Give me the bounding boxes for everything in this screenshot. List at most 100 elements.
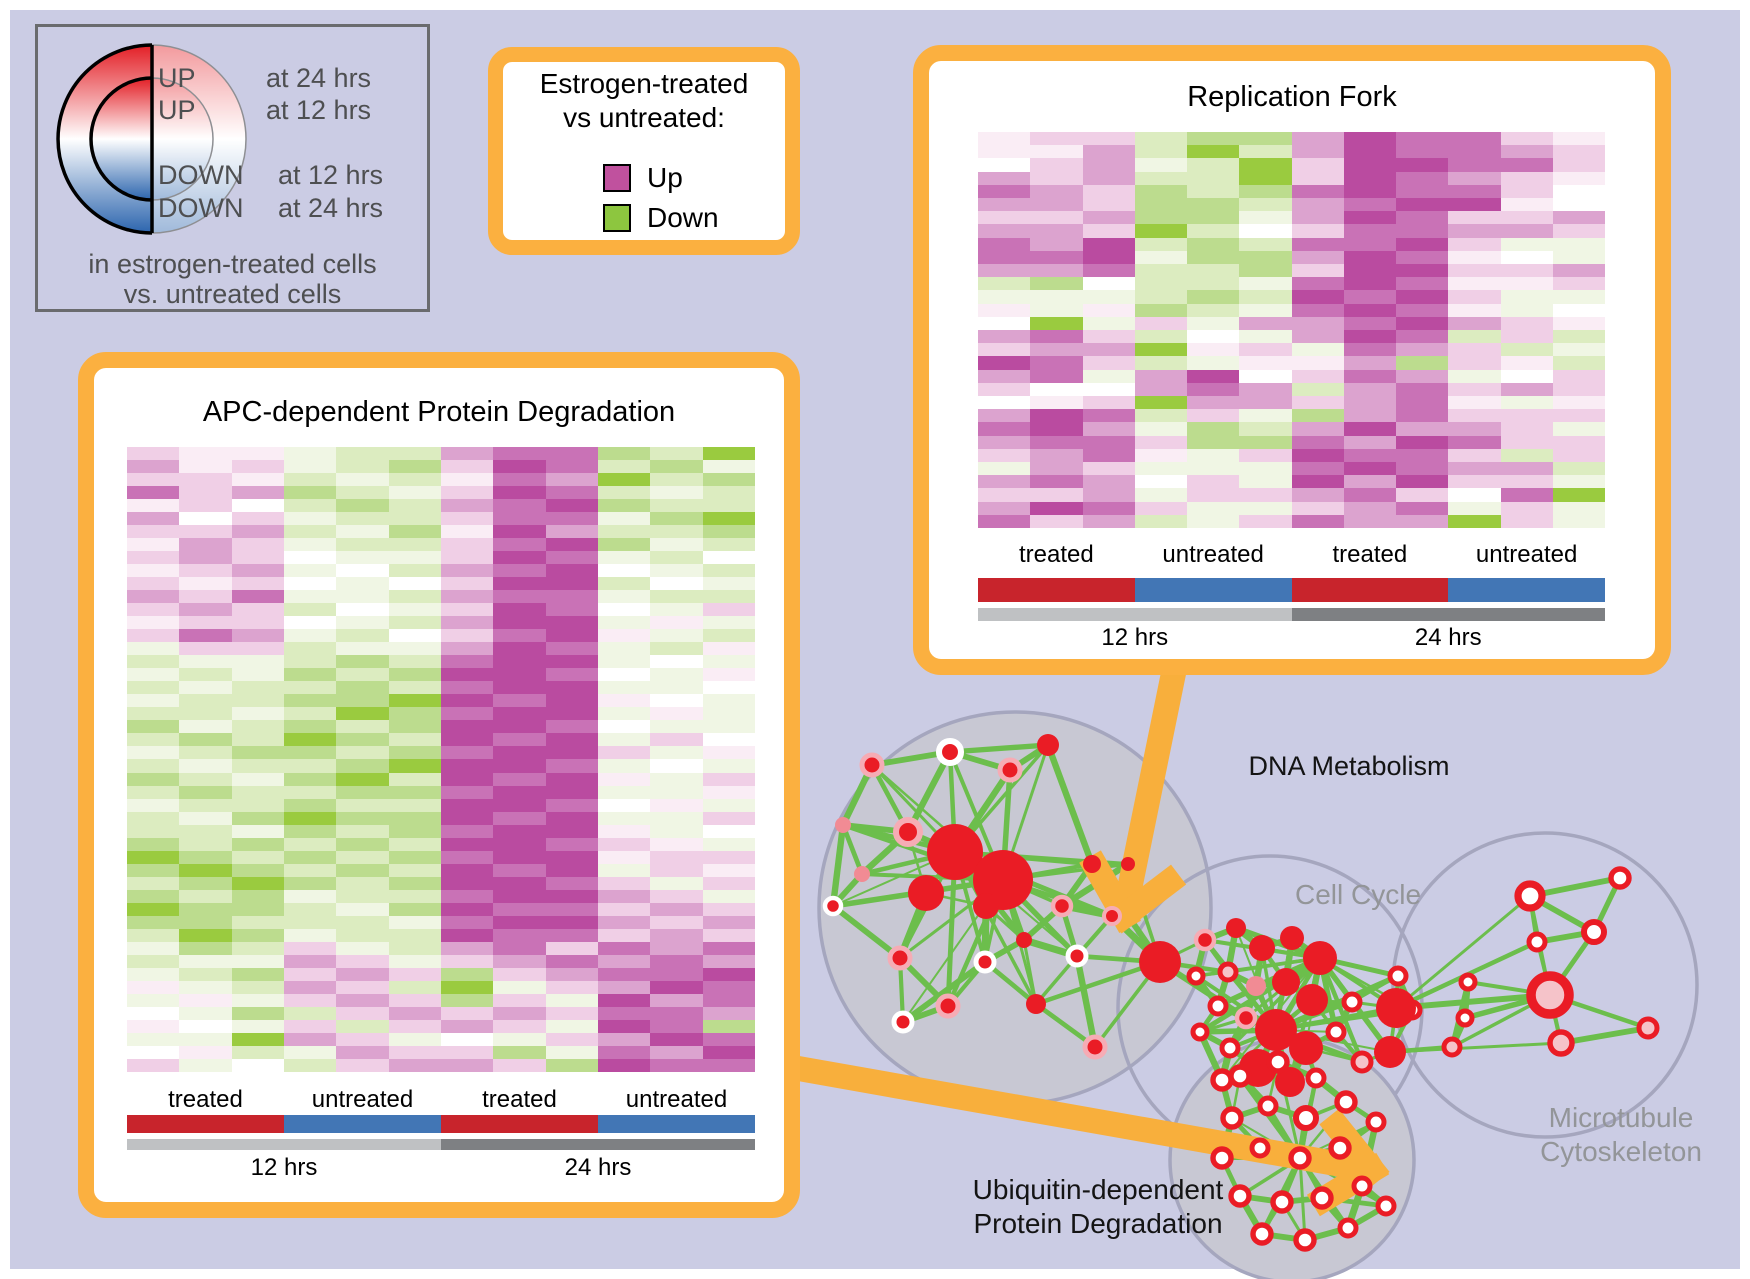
- heatmap-cell: [1291, 145, 1344, 159]
- heatmap-cell: [597, 512, 651, 526]
- heatmap-cell: [978, 488, 1031, 502]
- heatmap-cell: [1396, 382, 1449, 396]
- heatmap-cell: [1082, 435, 1135, 449]
- heatmap-cell: [597, 590, 651, 604]
- heatmap-cell: [231, 642, 284, 656]
- heatmap-cell: [1187, 303, 1240, 317]
- heatmap-cell: [1500, 237, 1553, 251]
- heatmap-cell: [127, 837, 180, 851]
- network-edge: [829, 824, 847, 907]
- heatmap-cell: [1396, 224, 1449, 238]
- heatmap-cell: [388, 993, 441, 1007]
- network-edge: [831, 903, 902, 961]
- heatmap-cell: [1291, 224, 1344, 238]
- heatmap-cell: [702, 980, 755, 994]
- heatmap-cell: [597, 629, 651, 643]
- heatmap-cell: [1396, 514, 1449, 528]
- heatmap-cell: [336, 668, 389, 682]
- heatmap-cell: [1291, 382, 1344, 396]
- heatmap-cell: [597, 681, 651, 695]
- heatmap-cell: [1396, 501, 1449, 515]
- heatmap-cell: [493, 1006, 546, 1020]
- network-node: [1139, 941, 1181, 983]
- heatmap-cell: [702, 772, 755, 786]
- heatmap-cell: [1552, 171, 1605, 185]
- heatmap-cell: [388, 837, 441, 851]
- heatmap-cell: [231, 824, 284, 838]
- heatmap-cell: [978, 145, 1031, 159]
- untreated-bar: [1448, 578, 1605, 602]
- heatmap-cell: [283, 551, 337, 565]
- heatmap-cell: [545, 629, 598, 643]
- network-node: [1255, 1009, 1297, 1051]
- heatmap-cell: [545, 694, 598, 708]
- heatmap-cell: [1239, 435, 1292, 449]
- heatmap-cell: [1291, 514, 1344, 528]
- heatmap-cell: [1448, 422, 1501, 436]
- heatmap-cell: [283, 681, 337, 695]
- heatmap-cell: [1187, 263, 1240, 278]
- network-node: [1441, 1036, 1463, 1058]
- heatmap-cell: [1134, 316, 1187, 330]
- heatmap-cell: [1030, 171, 1083, 185]
- heatmap-cell: [493, 759, 546, 773]
- heatmap-cell: [702, 928, 755, 942]
- heatmap-cell: [1030, 356, 1083, 370]
- heatmap-cell: [1396, 158, 1449, 172]
- heatmap-cell: [1291, 184, 1344, 198]
- heatmap-cell: [1030, 461, 1083, 476]
- heatmap-cell: [1448, 395, 1501, 410]
- heatmap-cell: [1187, 224, 1240, 238]
- heatmap-cell: [283, 590, 337, 604]
- heatmap-cell: [283, 824, 337, 838]
- heatmap-cell: [1239, 158, 1292, 172]
- time-bar-24hrs: [441, 1139, 755, 1150]
- network-node: [1037, 734, 1059, 756]
- heatmap-cell: [1082, 303, 1135, 317]
- heatmap-cell: [127, 447, 180, 461]
- heatmap-cell: [702, 447, 755, 461]
- heatmap-cell: [1552, 197, 1605, 212]
- apc-time-bars: [127, 1139, 755, 1150]
- heatmap-cell: [1291, 395, 1344, 410]
- heatmap-cell: [597, 733, 651, 747]
- network-node: [887, 945, 913, 971]
- heatmap-cell: [702, 707, 755, 721]
- heatmap-cell: [1082, 263, 1135, 278]
- heatmap-cell: [545, 811, 598, 825]
- heatmap-cell: [1187, 435, 1240, 449]
- heatmap-cell: [440, 967, 494, 981]
- heatmap-cell: [1291, 303, 1344, 317]
- heatmap-cell: [127, 824, 180, 838]
- heatmap-cell: [978, 343, 1031, 357]
- heatmap-cell: [493, 746, 546, 760]
- heatmap-cell: [1552, 237, 1605, 251]
- heatmap-cell: [1552, 263, 1605, 278]
- heatmap-cell: [1030, 488, 1083, 502]
- heatmap-cell: [127, 746, 180, 760]
- heatmap-cell: [388, 902, 441, 916]
- heatmap-cell: [493, 1019, 546, 1033]
- heatmap-cell: [1448, 488, 1501, 502]
- heatmap-cell: [650, 525, 703, 539]
- heatmap-cell: [1343, 514, 1396, 528]
- heatmap-cell: [440, 577, 494, 591]
- heatmap-cell: [1343, 303, 1396, 317]
- heatmap-cell: [597, 616, 651, 630]
- heatmap-cell: [283, 772, 337, 786]
- heatmap-cell: [1500, 329, 1553, 344]
- heatmap-cell: [1343, 158, 1396, 172]
- heatmap-cell: [702, 785, 755, 799]
- heatmap-cell: [1291, 461, 1344, 476]
- heatmap-cell: [545, 707, 598, 721]
- heatmap-cell: [388, 876, 441, 890]
- ring-at-24-label: at 24 hrs: [266, 63, 372, 93]
- heatmap-cell: [493, 460, 546, 474]
- heatmap-cell: [127, 577, 180, 591]
- heatmap-cell: [1030, 369, 1083, 383]
- network-node: [1608, 866, 1632, 890]
- heatmap-cell: [493, 863, 546, 877]
- heatmap-cell: [1082, 250, 1135, 264]
- heatmap-cell: [231, 668, 284, 682]
- ring-up-12-label: UP: [158, 95, 196, 125]
